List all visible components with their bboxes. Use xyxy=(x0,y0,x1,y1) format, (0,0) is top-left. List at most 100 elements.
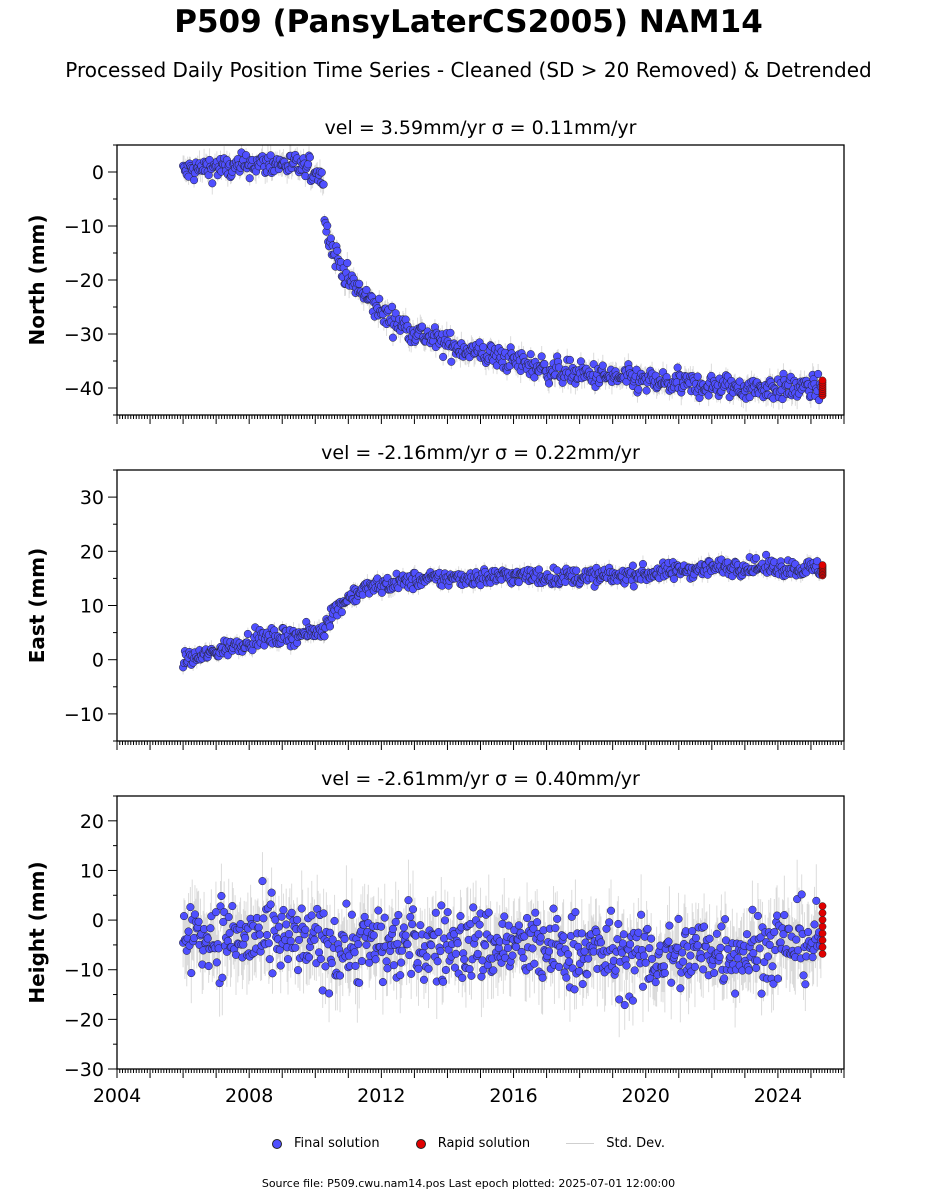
final-point xyxy=(596,938,606,947)
final-point xyxy=(606,906,616,915)
final-point xyxy=(276,961,285,970)
final-point xyxy=(342,899,351,908)
final-point xyxy=(551,924,560,933)
y-axis-label-east: East (mm) xyxy=(25,548,49,664)
final-point xyxy=(520,932,529,941)
final-point xyxy=(508,951,517,960)
final-point xyxy=(529,924,538,933)
final-point xyxy=(755,944,764,953)
final-point xyxy=(553,914,562,923)
final-point xyxy=(645,944,654,953)
final-point xyxy=(408,905,418,914)
final-point xyxy=(267,888,276,897)
final-point xyxy=(716,943,725,952)
final-point xyxy=(284,930,293,939)
final-point xyxy=(362,940,371,949)
y-tick-label: 0 xyxy=(92,162,104,184)
final-point xyxy=(643,924,652,933)
final-point xyxy=(383,964,392,973)
final-point xyxy=(297,904,306,913)
final-point xyxy=(330,916,339,926)
final-point xyxy=(792,935,801,944)
final-point xyxy=(651,978,660,987)
rapid-point xyxy=(818,936,827,945)
final-point xyxy=(397,958,406,967)
y-ticks-east xyxy=(108,469,117,742)
final-point xyxy=(648,954,657,963)
final-point xyxy=(559,932,568,941)
final-point xyxy=(584,954,593,963)
series-final-height xyxy=(179,852,825,1038)
final-point xyxy=(481,941,490,950)
final-point xyxy=(693,941,702,950)
final-point xyxy=(659,962,668,971)
rapid-point xyxy=(818,909,827,917)
final-point xyxy=(473,949,482,958)
series-rapid-east xyxy=(818,561,827,580)
final-point xyxy=(305,153,314,162)
final-point xyxy=(259,914,268,923)
final-point xyxy=(265,955,274,964)
final-point xyxy=(690,962,700,971)
final-point xyxy=(763,952,772,961)
rapid-point xyxy=(818,929,827,938)
final-point xyxy=(350,948,359,957)
final-point xyxy=(628,996,637,1005)
x-minor-ticks-east xyxy=(116,741,845,750)
final-point xyxy=(399,923,408,932)
final-point xyxy=(780,911,789,920)
panel-north: vel = 3.59mm/yr σ = 0.11mm/yr 0 −10 −20 −30 −… xyxy=(25,117,845,424)
final-point xyxy=(245,174,254,183)
final-point xyxy=(294,966,303,975)
final-point xyxy=(565,355,575,364)
final-point xyxy=(562,973,571,982)
final-point xyxy=(731,989,740,998)
final-point xyxy=(398,946,407,955)
final-point xyxy=(360,912,369,921)
final-point xyxy=(307,911,316,920)
final-point xyxy=(528,944,537,953)
final-point xyxy=(343,258,352,268)
final-point xyxy=(217,891,226,901)
final-point xyxy=(228,902,237,911)
final-point xyxy=(465,965,474,974)
final-point xyxy=(456,912,465,921)
final-point xyxy=(634,928,643,937)
final-point xyxy=(406,912,415,921)
final-point xyxy=(335,971,345,980)
panel-height: vel = -2.61mm/yr σ = 0.40mm/yr20100−10−2… xyxy=(25,768,845,1107)
final-point xyxy=(664,937,673,946)
panel-east: vel = -2.16mm/yr σ = 0.22mm/yr 30 20 10 0 −10… xyxy=(25,442,845,750)
final-point xyxy=(204,962,213,971)
final-point xyxy=(549,904,558,913)
final-point xyxy=(291,943,300,952)
final-point xyxy=(534,565,543,574)
final-point xyxy=(333,246,342,255)
final-point xyxy=(812,896,821,905)
final-point xyxy=(374,906,383,915)
final-point xyxy=(375,294,384,303)
final-point xyxy=(393,939,402,948)
final-point xyxy=(679,957,688,966)
final-point xyxy=(799,971,808,980)
final-point xyxy=(440,916,450,925)
final-point xyxy=(778,395,787,404)
final-point xyxy=(676,984,685,993)
rapid-point xyxy=(818,561,827,569)
final-point xyxy=(619,930,628,939)
final-point xyxy=(340,934,349,944)
final-point xyxy=(424,964,433,973)
final-point xyxy=(433,957,442,966)
y-tick-label: −40 xyxy=(64,378,104,400)
final-point xyxy=(540,359,549,369)
final-point xyxy=(715,952,724,961)
y-tick-label: −30 xyxy=(64,324,104,346)
final-point xyxy=(570,985,579,994)
final-point xyxy=(620,1000,629,1010)
final-point xyxy=(206,924,215,933)
final-point xyxy=(319,909,328,918)
series-rapid-height xyxy=(818,902,827,958)
final-point xyxy=(647,934,656,943)
final-point xyxy=(753,911,762,920)
final-point xyxy=(629,582,638,591)
